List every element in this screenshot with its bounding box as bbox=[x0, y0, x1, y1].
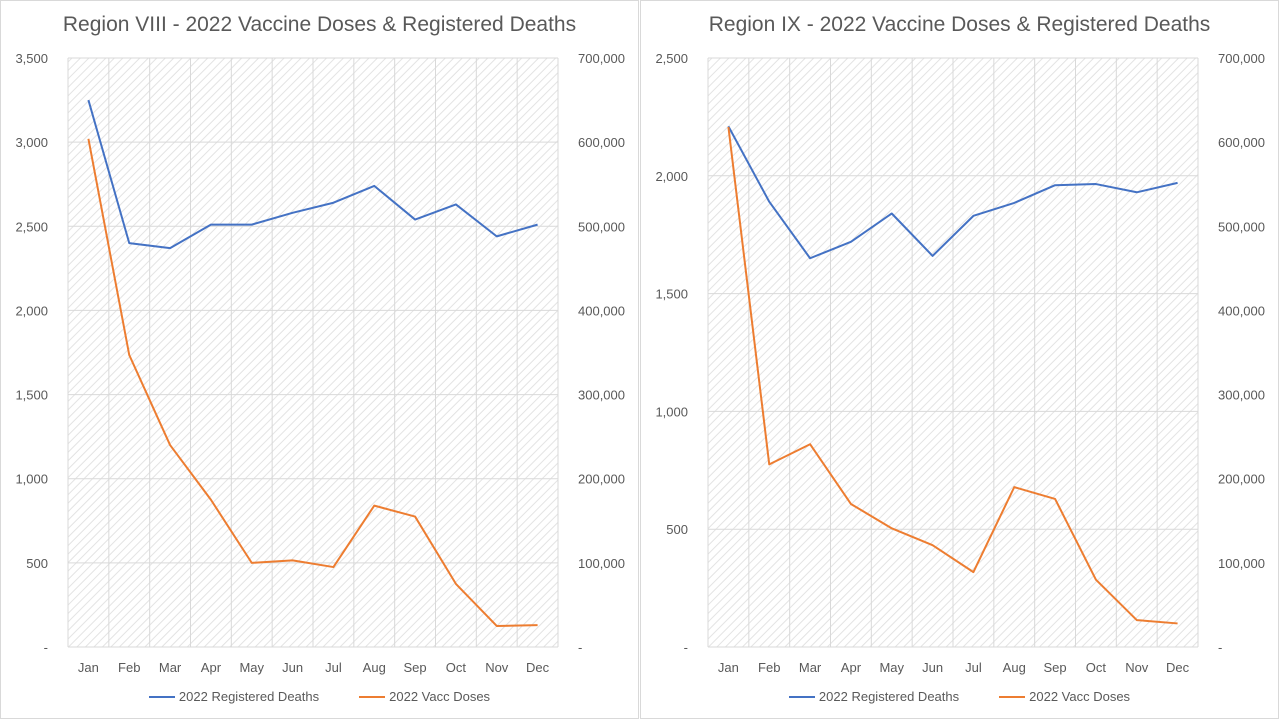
x-tick-label: Jul bbox=[325, 660, 342, 675]
legend-label-vacc: 2022 Vacc Doses bbox=[1029, 689, 1131, 704]
legend-label-vacc: 2022 Vacc Doses bbox=[389, 689, 491, 704]
y-right-tick-label: 400,000 bbox=[578, 303, 625, 318]
x-tick-label: Dec bbox=[1166, 660, 1190, 675]
x-tick-label: Feb bbox=[118, 660, 140, 675]
y-right-tick-label: 100,000 bbox=[1218, 556, 1265, 571]
x-tick-label: Sep bbox=[404, 660, 427, 675]
y-right-tick-label: 200,000 bbox=[578, 472, 625, 487]
x-tick-label: Nov bbox=[485, 660, 509, 675]
x-tick-label: Jan bbox=[78, 660, 99, 675]
chart-panel-right: Region IX - 2022 Vaccine Doses & Registe… bbox=[640, 0, 1279, 719]
x-tick-label: Jan bbox=[718, 660, 739, 675]
x-tick-label: Apr bbox=[201, 660, 222, 675]
y-right-tick-label: - bbox=[578, 640, 582, 655]
series-line-vacc bbox=[87, 138, 538, 627]
series-line-deaths bbox=[87, 99, 538, 250]
y-left-tick-label: 2,500 bbox=[655, 51, 688, 66]
chart-panel-left: Region VIII - 2022 Vaccine Doses & Regis… bbox=[0, 0, 639, 719]
chart-plot: - 500 1,000 1,500 2,000 2,500 3,000 3,500 - 100,0… bbox=[15, 51, 625, 675]
legend-item-deaths: 2022 Registered Deaths bbox=[148, 689, 320, 704]
x-tick-label: Mar bbox=[159, 660, 182, 675]
y-left-tick-label: 1,500 bbox=[655, 287, 688, 302]
y-left-tick-label: 2,000 bbox=[15, 303, 48, 318]
legend-item-deaths: 2022 Registered Deaths bbox=[788, 689, 960, 704]
x-tick-label: May bbox=[879, 660, 904, 675]
series-line-deaths bbox=[727, 125, 1178, 260]
legend-swatch-deaths bbox=[788, 695, 815, 698]
y-left-tick-label: 500 bbox=[26, 556, 48, 571]
y-right-tick-label: - bbox=[1218, 640, 1222, 655]
x-tick-label: Oct bbox=[446, 660, 467, 675]
y-left-tick-label: 1,500 bbox=[15, 388, 48, 403]
legend-label-deaths: 2022 Registered Deaths bbox=[178, 689, 320, 704]
y-left-tick-label: - bbox=[684, 640, 688, 655]
chart-plot: - 500 1,000 1,500 2,000 2,500 - 100,000 200,000 3… bbox=[655, 51, 1265, 675]
y-right-tick-label: 600,000 bbox=[1218, 135, 1265, 150]
y-left-tick-label: 2,500 bbox=[15, 219, 48, 234]
x-tick-label: Dec bbox=[526, 660, 550, 675]
y-right-tick-label: 100,000 bbox=[578, 556, 625, 571]
legend-swatch-vacc bbox=[359, 695, 386, 698]
legend-item-vacc: 2022 Vacc Doses bbox=[359, 689, 490, 704]
y-right-tick-label: 300,000 bbox=[578, 388, 625, 403]
x-tick-label: Aug bbox=[363, 660, 386, 675]
y-left-tick-label: 1,000 bbox=[655, 404, 688, 419]
y-right-tick-label: 200,000 bbox=[1218, 472, 1265, 487]
legend-label-deaths: 2022 Registered Deaths bbox=[818, 689, 960, 704]
y-right-tick-label: 500,000 bbox=[1218, 219, 1265, 234]
x-tick-label: Aug bbox=[1003, 660, 1026, 675]
y-right-tick-label: 500,000 bbox=[578, 219, 625, 234]
x-tick-label: Sep bbox=[1044, 660, 1067, 675]
y-left-tick-label: - bbox=[44, 640, 48, 655]
x-tick-label: Jun bbox=[922, 660, 943, 675]
x-tick-label: Jul bbox=[965, 660, 982, 675]
series-line-vacc bbox=[727, 126, 1178, 625]
y-left-tick-label: 3,000 bbox=[15, 135, 48, 150]
chart-title: Region IX - 2022 Vaccine Doses & Registe… bbox=[708, 13, 1211, 36]
y-right-tick-label: 700,000 bbox=[1218, 51, 1265, 66]
y-right-tick-label: 400,000 bbox=[1218, 303, 1265, 318]
legend-swatch-deaths bbox=[148, 695, 175, 698]
x-tick-label: Nov bbox=[1125, 660, 1149, 675]
y-left-tick-label: 2,000 bbox=[655, 169, 688, 184]
chart-title: Region VIII - 2022 Vaccine Doses & Regis… bbox=[62, 13, 577, 36]
y-left-tick-label: 3,500 bbox=[15, 51, 48, 66]
x-tick-label: Mar bbox=[799, 660, 822, 675]
chart-legend: 2022 Registered Deaths 2022 Vacc Doses bbox=[1, 689, 638, 704]
y-right-tick-label: 600,000 bbox=[578, 135, 625, 150]
y-left-tick-label: 1,000 bbox=[15, 472, 48, 487]
legend-item-vacc: 2022 Vacc Doses bbox=[999, 689, 1130, 704]
x-tick-label: Oct bbox=[1086, 660, 1107, 675]
y-left-tick-label: 500 bbox=[666, 522, 688, 537]
y-right-tick-label: 300,000 bbox=[1218, 388, 1265, 403]
x-tick-label: Apr bbox=[841, 660, 862, 675]
chart-legend: 2022 Registered Deaths 2022 Vacc Doses bbox=[641, 689, 1278, 704]
x-tick-label: Jun bbox=[282, 660, 303, 675]
x-tick-label: May bbox=[239, 660, 264, 675]
y-right-tick-label: 700,000 bbox=[578, 51, 625, 66]
legend-swatch-vacc bbox=[999, 695, 1026, 698]
x-tick-label: Feb bbox=[758, 660, 780, 675]
